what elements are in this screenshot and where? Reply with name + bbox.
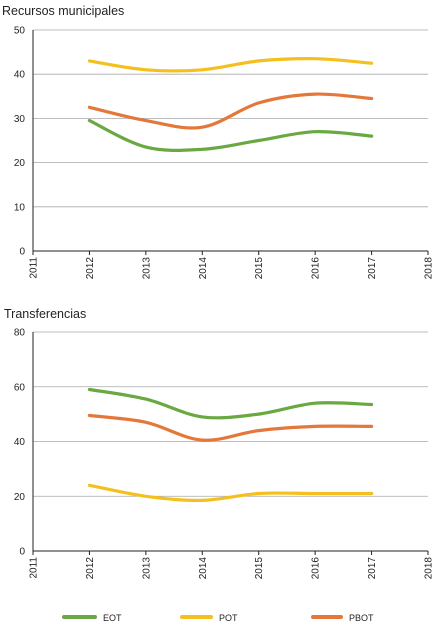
x-tick-label: 2011	[29, 557, 40, 579]
legend-label-eot: EOT	[103, 613, 122, 623]
y-tick-label: 60	[14, 382, 26, 393]
chart-recursos-municipales: Recursos municipales 0 10 20 30 40 50 2011 2012 2…	[2, 4, 435, 279]
x-tick-label: 2015	[254, 257, 265, 280]
x-tick-label: 2014	[198, 557, 209, 580]
legend-label-pbot: PBOT	[349, 613, 374, 623]
x-tick-label: 2015	[254, 557, 265, 580]
x-tick-label: 2013	[141, 257, 152, 280]
series-line-pot	[87, 57, 374, 73]
x-tick-label: 2018	[424, 257, 435, 280]
x-tick-label: 2012	[85, 257, 96, 280]
y-tick-label: 40	[14, 437, 26, 448]
x-tick-label: 2017	[367, 257, 378, 280]
x-tick-label: 2014	[198, 257, 209, 280]
y-tick-label: 0	[19, 547, 25, 558]
series-line-pbot	[87, 413, 374, 442]
x-tick-label: 2012	[85, 557, 96, 580]
x-tick-label: 2016	[311, 557, 322, 580]
y-tick-label: 30	[14, 114, 26, 125]
y-tick-label: 80	[14, 328, 26, 339]
y-tick-label: 20	[14, 492, 26, 503]
chart-title: Transferencias	[4, 307, 86, 321]
legend: EOT POT PBOT	[62, 613, 374, 623]
y-tick-label: 50	[14, 26, 26, 37]
x-tick-label: 2013	[141, 557, 152, 580]
y-tick-label: 10	[14, 202, 26, 213]
legend-label-pot: POT	[219, 613, 238, 623]
chart-title: Recursos municipales	[2, 4, 124, 18]
chart-transferencias: Transferencias 0 20 40 60 80 2011 2012 2013 2014 2…	[4, 307, 435, 579]
series-line-eot	[87, 387, 374, 420]
series-line-eot	[87, 119, 374, 153]
x-tick-label: 2011	[29, 257, 40, 279]
series-line-pot	[87, 483, 374, 503]
series-line-pbot	[87, 92, 374, 130]
x-tick-label: 2016	[311, 257, 322, 280]
x-tick-label: 2017	[367, 557, 378, 580]
x-tick-label: 2018	[424, 557, 435, 580]
y-tick-label: 0	[19, 247, 25, 258]
y-tick-label: 20	[14, 158, 26, 169]
y-tick-label: 40	[14, 70, 26, 81]
